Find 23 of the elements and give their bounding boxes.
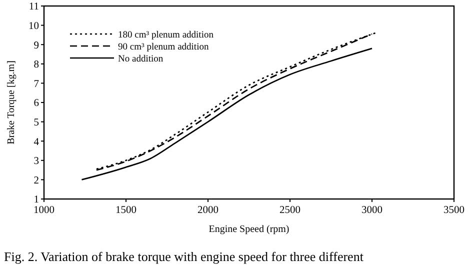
legend-label: No addition bbox=[118, 54, 164, 64]
x-axis-title: Engine Speed (rpm) bbox=[208, 224, 290, 235]
y-tick-label: 11 bbox=[28, 2, 39, 13]
caption: Fig. 2. Variation of brake torque with engine speed for three different bbox=[4, 249, 364, 264]
x-tick-label: 2500 bbox=[280, 205, 300, 216]
x-tick-label: 3500 bbox=[444, 205, 464, 216]
y-tick-label: 8 bbox=[34, 60, 39, 71]
y-tick-label: 1 bbox=[34, 194, 39, 206]
legend-label: 180 cm³ plenum addition bbox=[118, 30, 214, 40]
y-tick-label: 10 bbox=[28, 20, 39, 32]
y-tick-label: 5 bbox=[34, 117, 39, 128]
y-tick-label: 4 bbox=[34, 136, 40, 148]
legend-label: 90 cm³ plenum addition bbox=[118, 42, 209, 52]
y-tick-label: 2 bbox=[34, 175, 39, 186]
x-tick-label: 2000 bbox=[198, 205, 218, 216]
x-tick-label: 1000 bbox=[34, 205, 54, 216]
y-tick-label: 3 bbox=[34, 156, 39, 168]
x-tick-label: 1500 bbox=[116, 205, 136, 216]
y-tick-label: 9 bbox=[34, 40, 39, 52]
y-tick-label: 6 bbox=[34, 98, 39, 110]
y-tick-label: 7 bbox=[34, 78, 39, 90]
x-tick-label: 3000 bbox=[362, 205, 382, 216]
y-axis-title: Brake Torque [kg.m] bbox=[6, 60, 17, 144]
